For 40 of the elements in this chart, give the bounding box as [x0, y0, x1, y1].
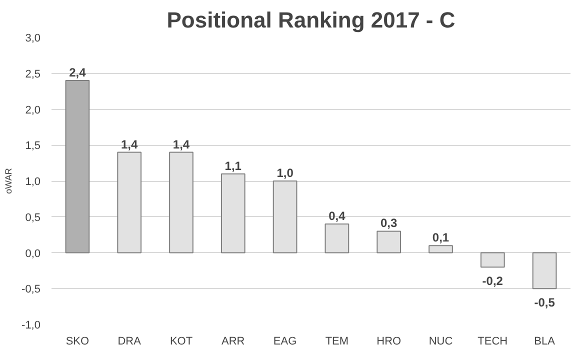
x-tick-label: TECH [478, 336, 508, 348]
y-tick-label: 0,0 [25, 248, 41, 260]
bar [376, 230, 402, 254]
data-label: 1,4 [121, 137, 138, 152]
y-tick-label: -1,0 [22, 320, 41, 332]
x-tick-label: DRA [118, 336, 142, 348]
data-label: 1,4 [172, 137, 190, 152]
y-axis-title: oWAR [4, 168, 14, 194]
bar [117, 152, 142, 254]
x-tick-label: SKO [66, 336, 90, 348]
data-label: 1,0 [276, 166, 294, 180]
bar [220, 173, 246, 254]
data-label: 0,4 [328, 209, 346, 224]
bar [480, 252, 505, 268]
data-label: 0,1 [432, 230, 450, 245]
y-tick-label: 2,5 [25, 68, 41, 80]
y-tick-label: 3,0 [25, 32, 41, 44]
x-tick-label: KOT [170, 336, 193, 348]
data-label: 0,3 [380, 216, 398, 230]
data-label: -0,5 [534, 296, 556, 310]
x-tick-label: EAG [273, 336, 297, 348]
y-tick-label: 1,0 [25, 176, 41, 188]
x-tick-label: TEM [325, 336, 349, 348]
bar [169, 152, 194, 254]
x-tick-label: NUC [428, 336, 453, 348]
data-label: 2,4 [69, 66, 86, 80]
y-tick-label: -0,5 [22, 284, 41, 296]
x-tick-label: BLA [534, 336, 556, 348]
chart-title: Positional Ranking 2017 - C [166, 8, 456, 32]
y-tick-label: 0,5 [25, 212, 41, 224]
bar [272, 180, 298, 254]
data-label: 1,1 [224, 158, 242, 173]
bar [428, 245, 453, 254]
x-tick-label: HRO [376, 336, 402, 348]
bar [65, 80, 90, 254]
x-tick-label: ARR [222, 336, 245, 348]
data-label: -0,2 [482, 274, 504, 288]
y-tick-label: 2,0 [25, 104, 41, 116]
bar [324, 224, 350, 254]
y-tick-label: 1,5 [25, 140, 41, 152]
